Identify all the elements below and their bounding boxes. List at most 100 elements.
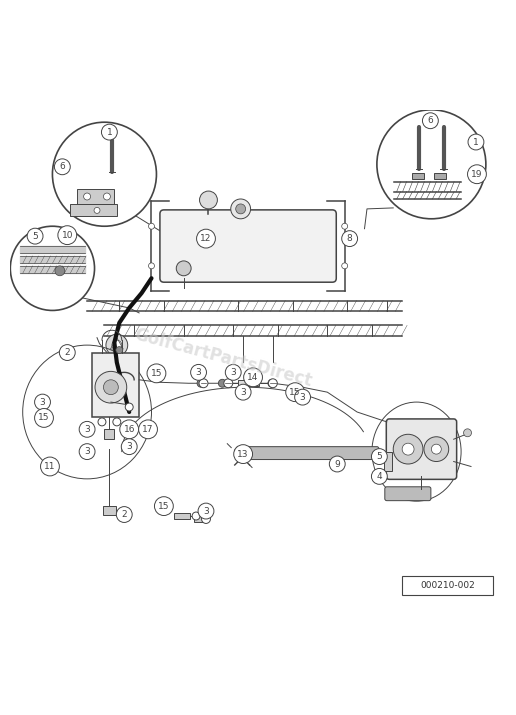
Text: 6: 6: [59, 162, 65, 172]
Text: 3: 3: [84, 447, 90, 456]
FancyBboxPatch shape: [160, 210, 336, 282]
Text: 15: 15: [158, 502, 170, 511]
Circle shape: [102, 124, 117, 140]
Bar: [103, 506, 116, 515]
Text: 11: 11: [44, 462, 56, 471]
Text: 3: 3: [203, 506, 209, 516]
Circle shape: [98, 418, 106, 426]
Circle shape: [342, 231, 358, 247]
Bar: [412, 173, 424, 179]
Circle shape: [176, 261, 191, 276]
Text: 12: 12: [200, 234, 212, 243]
Circle shape: [79, 444, 95, 460]
Text: 13: 13: [237, 450, 249, 458]
Circle shape: [154, 497, 173, 516]
Circle shape: [468, 134, 484, 150]
Text: 8: 8: [347, 234, 352, 243]
Circle shape: [402, 443, 414, 455]
Circle shape: [116, 507, 132, 523]
Text: 15: 15: [38, 413, 50, 423]
Circle shape: [149, 263, 154, 269]
Text: 15: 15: [289, 388, 301, 397]
Circle shape: [120, 420, 139, 439]
Text: 10: 10: [61, 231, 73, 240]
Bar: [194, 516, 206, 522]
Bar: [384, 452, 392, 471]
Text: 5: 5: [32, 232, 38, 241]
Circle shape: [224, 379, 233, 388]
Circle shape: [329, 456, 345, 472]
Circle shape: [58, 226, 77, 245]
Bar: [92, 352, 139, 417]
Circle shape: [41, 457, 59, 476]
Circle shape: [377, 110, 486, 219]
Circle shape: [234, 445, 252, 463]
Bar: [77, 189, 115, 204]
Circle shape: [79, 421, 95, 438]
Text: 000210-002: 000210-002: [420, 581, 475, 591]
Circle shape: [192, 512, 200, 520]
Circle shape: [286, 383, 304, 402]
Circle shape: [225, 365, 241, 380]
Text: 19: 19: [471, 169, 482, 179]
Text: 2: 2: [64, 348, 70, 357]
Circle shape: [268, 379, 276, 388]
Circle shape: [190, 365, 206, 380]
Text: 1: 1: [473, 137, 479, 147]
Circle shape: [431, 444, 441, 454]
Text: 6: 6: [428, 117, 433, 125]
Circle shape: [342, 223, 348, 230]
FancyBboxPatch shape: [385, 487, 431, 500]
Circle shape: [268, 379, 277, 388]
Circle shape: [149, 223, 154, 230]
Bar: [238, 380, 259, 385]
Circle shape: [84, 193, 91, 200]
FancyBboxPatch shape: [386, 419, 457, 479]
Text: GolfCartPartsDirect: GolfCartPartsDirect: [133, 325, 314, 390]
Circle shape: [125, 403, 133, 411]
Circle shape: [113, 418, 121, 426]
Circle shape: [59, 345, 75, 360]
Circle shape: [139, 420, 157, 439]
Text: 3: 3: [126, 442, 132, 451]
Text: 2: 2: [121, 510, 127, 519]
Circle shape: [103, 193, 110, 200]
Circle shape: [197, 230, 215, 248]
Bar: [174, 513, 190, 519]
Circle shape: [112, 340, 122, 350]
Text: 5: 5: [377, 452, 382, 461]
Text: 4: 4: [377, 472, 382, 481]
Circle shape: [116, 347, 123, 353]
Circle shape: [342, 263, 348, 269]
Circle shape: [463, 429, 472, 437]
FancyBboxPatch shape: [236, 447, 379, 460]
Circle shape: [239, 454, 246, 461]
Circle shape: [35, 408, 54, 428]
Text: 15: 15: [151, 369, 162, 378]
Circle shape: [199, 379, 208, 388]
Circle shape: [198, 503, 214, 519]
Circle shape: [106, 334, 128, 356]
Bar: [104, 429, 115, 439]
Circle shape: [94, 207, 100, 213]
Text: 17: 17: [142, 425, 154, 434]
Text: 3: 3: [300, 393, 305, 402]
Circle shape: [55, 266, 65, 276]
Circle shape: [244, 368, 263, 387]
Circle shape: [467, 164, 487, 184]
Circle shape: [235, 384, 251, 400]
Bar: [70, 204, 117, 217]
Circle shape: [372, 468, 388, 484]
Circle shape: [218, 379, 227, 388]
Circle shape: [95, 371, 127, 403]
Circle shape: [121, 439, 137, 455]
Circle shape: [197, 379, 205, 388]
Circle shape: [295, 389, 311, 405]
Text: 16: 16: [123, 425, 135, 434]
Text: 3: 3: [40, 398, 45, 407]
Circle shape: [423, 113, 438, 129]
Circle shape: [244, 379, 252, 388]
Circle shape: [147, 364, 166, 383]
Circle shape: [202, 515, 211, 523]
Text: 3: 3: [84, 425, 90, 434]
